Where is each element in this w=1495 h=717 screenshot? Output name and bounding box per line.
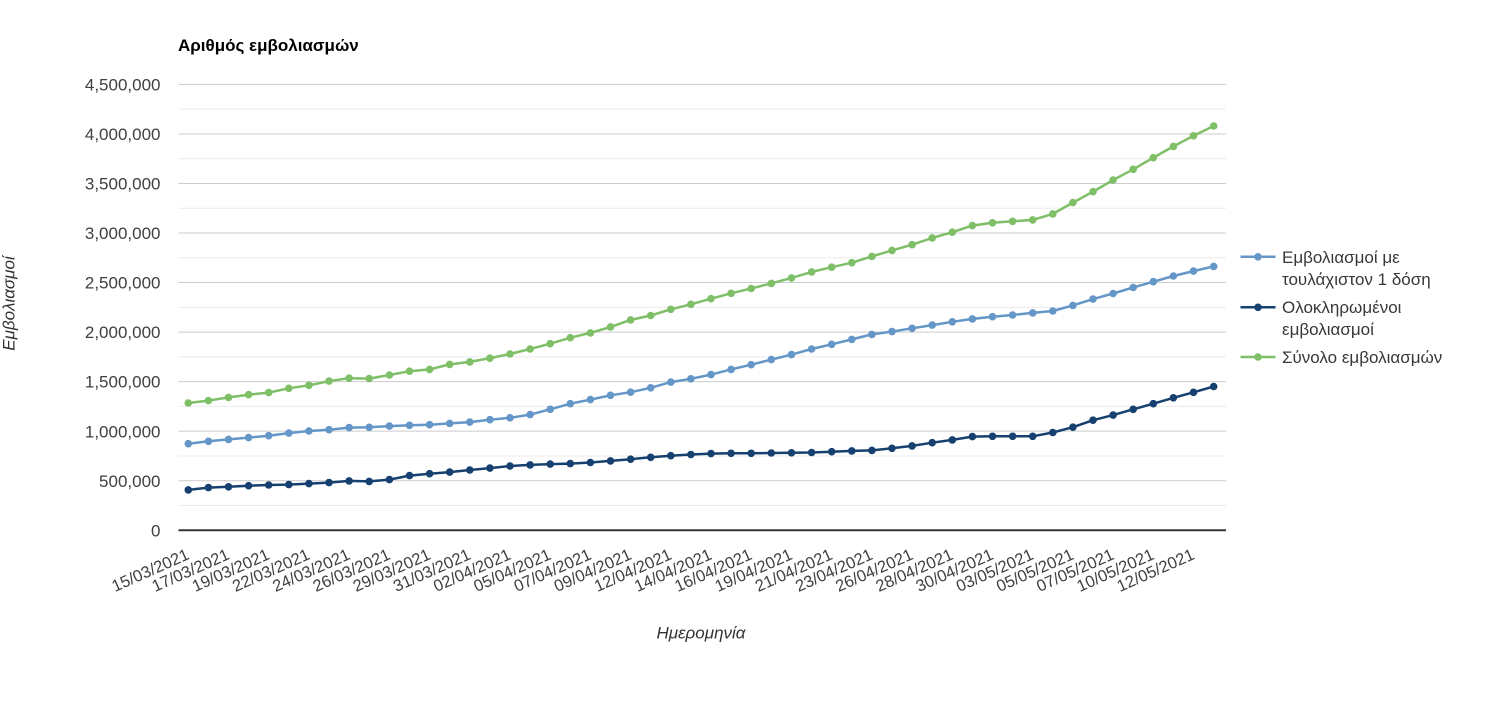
svg-text:1,500,000: 1,500,000 <box>85 373 161 392</box>
svg-text:3,000,000: 3,000,000 <box>85 224 161 243</box>
svg-text:2,500,000: 2,500,000 <box>85 274 161 293</box>
svg-text:Αριθμός εμβολιασμών: Αριθμός εμβολιασμών <box>178 36 359 55</box>
svg-text:2,000,000: 2,000,000 <box>85 323 161 342</box>
svg-text:500,000: 500,000 <box>99 472 160 491</box>
svg-text:Εμβολιασμοί: Εμβολιασμοί <box>0 254 19 351</box>
svg-text:0: 0 <box>151 521 160 540</box>
svg-text:4,500,000: 4,500,000 <box>85 76 161 95</box>
svg-text:εμβολιασμοί: εμβολιασμοί <box>1282 320 1374 339</box>
svg-text:Ολοκληρωμένοι: Ολοκληρωμένοι <box>1282 298 1402 317</box>
svg-text:3,500,000: 3,500,000 <box>85 175 161 194</box>
svg-text:1,000,000: 1,000,000 <box>85 422 161 441</box>
svg-text:Σύνολο εμβολιασμών: Σύνολο εμβολιασμών <box>1282 348 1442 367</box>
svg-text:Εμβολιασμοί με: Εμβολιασμοί με <box>1282 248 1400 267</box>
svg-text:Ημερομηνία: Ημερομηνία <box>657 624 747 643</box>
svg-text:τουλάχιστον 1 δόση: τουλάχιστον 1 δόση <box>1282 270 1431 289</box>
svg-text:4,000,000: 4,000,000 <box>85 125 161 144</box>
